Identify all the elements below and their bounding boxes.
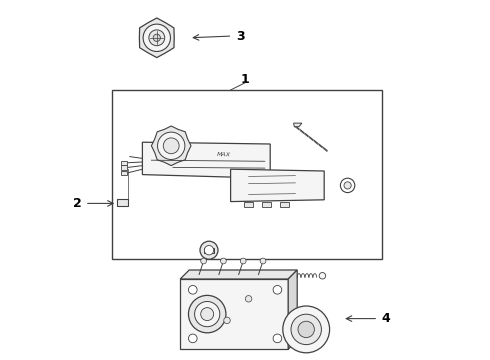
Text: 4: 4 <box>382 312 391 325</box>
Polygon shape <box>151 126 191 166</box>
Circle shape <box>149 30 165 46</box>
Circle shape <box>319 273 326 279</box>
Polygon shape <box>180 279 288 349</box>
Circle shape <box>273 285 282 294</box>
Bar <box>204 248 215 253</box>
Text: 1: 1 <box>241 73 249 86</box>
Text: 2: 2 <box>73 197 82 210</box>
Text: 3: 3 <box>236 30 245 42</box>
Circle shape <box>283 306 330 353</box>
Polygon shape <box>139 18 174 58</box>
Circle shape <box>344 182 351 189</box>
Circle shape <box>273 334 282 343</box>
Polygon shape <box>180 270 297 279</box>
Circle shape <box>224 317 230 324</box>
Bar <box>280 202 289 207</box>
Text: MAX: MAX <box>217 152 230 158</box>
Circle shape <box>201 307 214 320</box>
Bar <box>121 171 127 175</box>
Bar <box>262 202 271 207</box>
Circle shape <box>220 258 226 264</box>
Circle shape <box>143 24 171 51</box>
Polygon shape <box>288 270 297 349</box>
Polygon shape <box>294 123 302 127</box>
Circle shape <box>204 246 214 255</box>
Circle shape <box>201 258 206 264</box>
Polygon shape <box>231 169 324 202</box>
Bar <box>112 90 382 259</box>
Circle shape <box>195 302 220 327</box>
Circle shape <box>157 132 185 159</box>
Circle shape <box>189 285 197 294</box>
Circle shape <box>291 314 321 345</box>
Circle shape <box>260 258 266 264</box>
Circle shape <box>298 321 315 338</box>
Circle shape <box>163 138 179 154</box>
Bar <box>245 202 253 207</box>
Circle shape <box>189 295 226 333</box>
Bar <box>117 199 128 206</box>
Circle shape <box>153 34 160 41</box>
Circle shape <box>341 178 355 193</box>
Bar <box>121 161 127 165</box>
Bar <box>121 165 127 170</box>
Circle shape <box>240 258 246 264</box>
Polygon shape <box>143 142 270 178</box>
Circle shape <box>245 296 252 302</box>
Circle shape <box>200 241 218 259</box>
Circle shape <box>189 334 197 343</box>
